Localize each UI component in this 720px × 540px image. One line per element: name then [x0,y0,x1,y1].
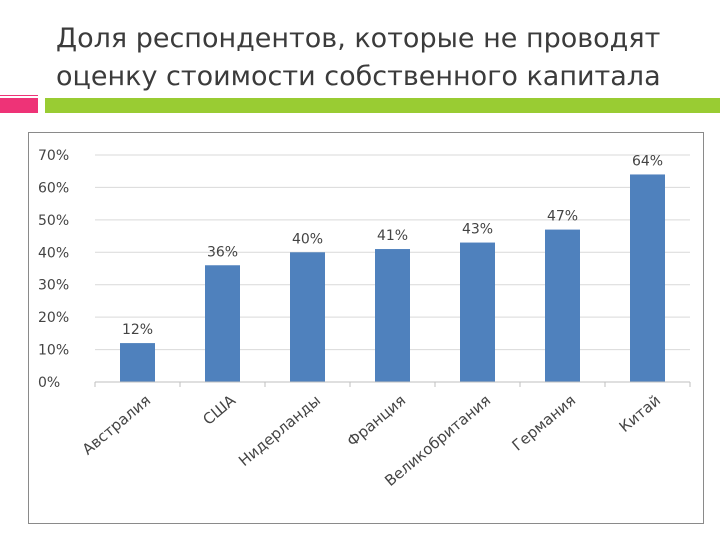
slide-title-line-1: Доля респондентов, которые не проводят [56,23,661,54]
bar [630,174,665,382]
data-label: 40% [292,231,323,247]
y-tick-label: 30% [38,278,69,294]
data-label: 47% [547,209,578,225]
category-label: Германия [509,391,580,454]
slide-title-line-2: оценку стоимости собственного капитала [56,61,661,92]
category-label: Китай [616,391,664,436]
y-tick-label: 70% [38,148,69,164]
y-axis-ticks: 0% 10% 20% 30% 40% 50% 60% 70% [38,148,69,391]
bars [120,174,665,382]
y-tick-label: 50% [38,213,69,229]
y-tick-label: 0% [38,375,60,391]
accent-pink-bar [0,98,38,113]
data-label: 43% [462,222,493,238]
slide-title: Доля респондентов, которые не проводят о… [56,20,696,96]
y-tick-label: 10% [38,343,69,359]
y-tick-label: 40% [38,245,69,261]
data-label: 12% [122,322,153,338]
category-label: Нидерланды [235,391,324,470]
data-labels: 12% 36% 40% 41% 43% 47% 64% [122,153,663,338]
data-label: 41% [377,228,408,244]
bar [375,249,410,382]
accent-green-bar [45,98,720,113]
chart-frame [28,132,704,524]
category-label: Австралия [79,391,154,458]
bar [205,265,240,382]
x-axis [94,381,691,387]
data-label: 36% [207,244,238,260]
y-tick-label: 60% [38,180,69,196]
category-label: Франция [344,391,410,450]
bar [460,242,495,382]
category-label: США [199,391,239,429]
data-label: 64% [632,153,663,169]
y-tick-label: 20% [38,310,69,326]
bar [545,229,580,382]
accent-pink-line [0,95,38,96]
bar [120,343,155,382]
bar [290,252,325,382]
